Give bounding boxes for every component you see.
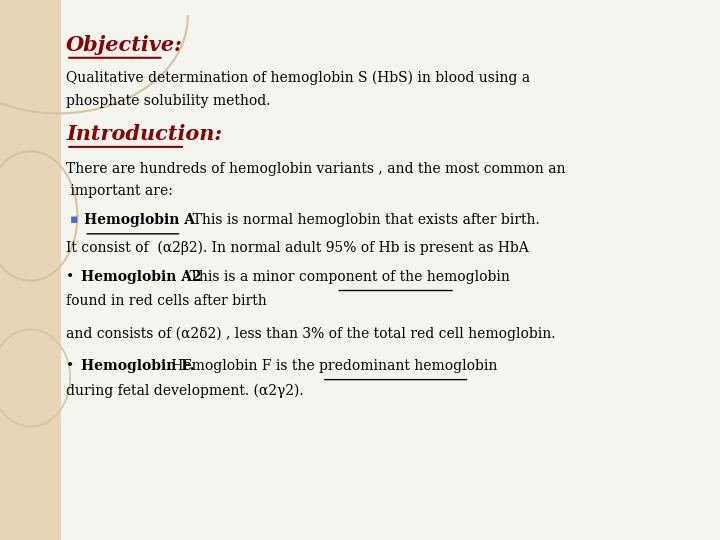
Text: Hemoglobin A: Hemoglobin A — [84, 213, 195, 227]
Text: Qualitative determination of hemoglobin S (HbS) in blood using a: Qualitative determination of hemoglobin … — [66, 70, 531, 85]
Text: •: • — [66, 359, 74, 373]
Text: and consists of (α2δ2) , less than 3% of the total red cell hemoglobin.: and consists of (α2δ2) , less than 3% of… — [66, 327, 556, 341]
Bar — [0, 0, 61, 540]
Text: Hemoglobin A2: Hemoglobin A2 — [81, 270, 202, 284]
Text: ▪: ▪ — [70, 213, 78, 226]
Text: There are hundreds of hemoglobin variants , and the most common an: There are hundreds of hemoglobin variant… — [66, 162, 566, 176]
Text: phosphate solubility method.: phosphate solubility method. — [66, 94, 271, 109]
Text: Hemoglobin F.: Hemoglobin F. — [81, 359, 194, 373]
Text: . This is normal hemoglobin that exists after birth.: . This is normal hemoglobin that exists … — [184, 213, 539, 227]
Text: found in red cells after birth: found in red cells after birth — [66, 294, 267, 308]
Text: Objective:: Objective: — [66, 35, 183, 55]
Text: Hemoglobin F is the predominant hemoglobin: Hemoglobin F is the predominant hemoglob… — [167, 359, 498, 373]
Text: important are:: important are: — [66, 184, 173, 198]
Text: It consist of  (α2β2). In normal adult 95% of Hb is present as HbA: It consist of (α2β2). In normal adult 95… — [66, 240, 529, 255]
Text: Introduction:: Introduction: — [66, 124, 222, 144]
Text: during fetal development. (α2γ2).: during fetal development. (α2γ2). — [66, 383, 304, 398]
Text: . This is a minor component of the hemoglobin: . This is a minor component of the hemog… — [181, 270, 510, 284]
Text: •: • — [66, 270, 74, 284]
